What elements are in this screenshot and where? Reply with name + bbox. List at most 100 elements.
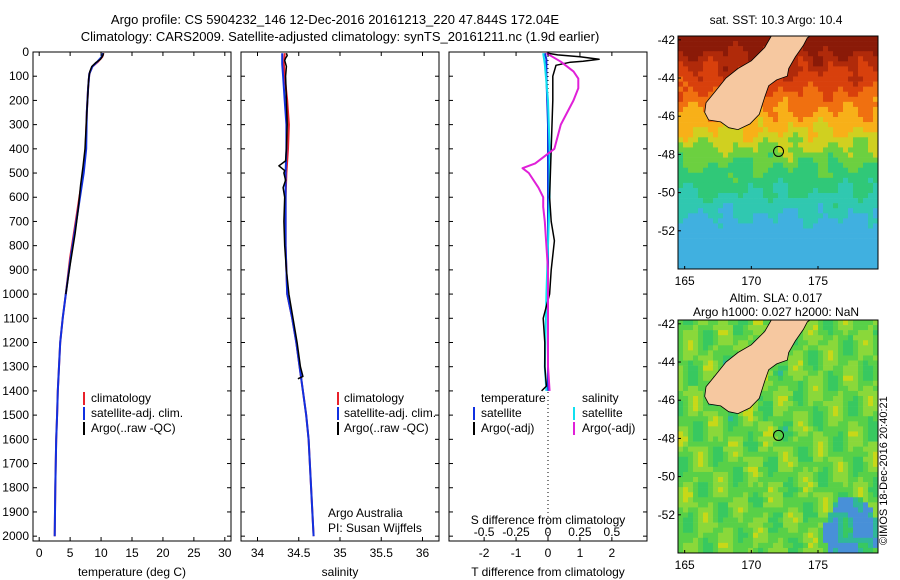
map-cell xyxy=(853,253,859,260)
map-cell xyxy=(873,66,879,72)
map-cell xyxy=(708,258,714,265)
map-cell xyxy=(823,446,829,452)
map-cell xyxy=(738,477,744,483)
map-cell xyxy=(718,416,724,422)
map-cell xyxy=(738,182,744,189)
map-cell xyxy=(873,385,879,392)
map-cell xyxy=(798,522,804,528)
map-cell xyxy=(838,71,844,77)
map-cell xyxy=(698,507,704,513)
map-cell xyxy=(773,517,779,523)
map-cell xyxy=(873,325,879,331)
map-cell xyxy=(828,502,834,508)
map-cell xyxy=(848,208,854,214)
map-cell xyxy=(863,76,869,82)
map-cell xyxy=(693,426,699,432)
map-cell xyxy=(798,542,804,549)
map-cell xyxy=(843,542,849,549)
map-cell xyxy=(868,162,874,168)
map-cell xyxy=(853,127,859,133)
map-cell xyxy=(733,238,739,244)
map-cell xyxy=(793,406,799,412)
map-cell xyxy=(728,228,734,234)
map-cell xyxy=(803,96,809,103)
map-cell xyxy=(818,117,824,123)
map-cell xyxy=(838,441,844,447)
map-cell xyxy=(858,330,864,336)
map-cell xyxy=(733,482,739,488)
map-cell xyxy=(733,335,739,341)
map-cell xyxy=(813,51,819,57)
map-cell xyxy=(743,213,749,219)
map-cell xyxy=(813,542,819,549)
map-cell xyxy=(748,142,754,148)
map-cell xyxy=(833,41,839,47)
map-cell xyxy=(758,537,764,544)
map-cell xyxy=(733,233,739,239)
map-cell xyxy=(778,482,784,488)
map-cell xyxy=(693,375,699,382)
map-cell xyxy=(798,471,804,478)
map-cell xyxy=(813,46,819,52)
map-cell xyxy=(743,147,749,153)
map-cell xyxy=(808,451,814,458)
map-cell xyxy=(678,421,684,427)
map-cell xyxy=(763,390,769,397)
map-cell xyxy=(868,253,874,260)
map-cell xyxy=(698,193,704,199)
map-cell xyxy=(788,263,794,270)
map-cell xyxy=(873,91,879,98)
map-cell xyxy=(838,431,844,437)
map-cell xyxy=(803,253,809,260)
map-cell xyxy=(838,436,844,442)
map-cell xyxy=(848,522,854,528)
map-cell xyxy=(848,213,854,219)
map-cell xyxy=(678,355,684,361)
map-cell xyxy=(738,223,744,229)
map-cell xyxy=(788,441,794,447)
map-cell xyxy=(853,86,859,93)
map-cell xyxy=(683,451,689,458)
map-cell xyxy=(803,193,809,199)
map-cell xyxy=(868,385,874,392)
map-cell xyxy=(853,456,859,463)
map-cell xyxy=(703,482,709,488)
map-cell xyxy=(828,81,834,87)
map-cell xyxy=(718,325,724,331)
map-cell xyxy=(698,132,704,138)
map-cell xyxy=(838,91,844,98)
map-cell xyxy=(828,325,834,331)
map-cell xyxy=(723,411,729,417)
map-cell xyxy=(683,228,689,234)
map-cell xyxy=(738,320,744,326)
map-cell xyxy=(808,81,814,87)
map-cell xyxy=(708,421,714,427)
map-cell xyxy=(803,81,809,87)
map-cell xyxy=(773,451,779,458)
map-cell xyxy=(703,152,709,158)
map-cell xyxy=(758,167,764,174)
map-cell xyxy=(813,223,819,229)
map-cell xyxy=(813,122,819,128)
map-cell xyxy=(868,213,874,219)
map-cell xyxy=(858,182,864,189)
map-cell xyxy=(858,325,864,331)
map-cell xyxy=(703,492,709,498)
map-cell xyxy=(833,411,839,417)
map-cell xyxy=(758,263,764,270)
map-cell xyxy=(793,365,799,371)
map-cell xyxy=(718,203,724,209)
map-cell xyxy=(683,233,689,239)
map-cell xyxy=(708,76,714,82)
map-cell xyxy=(723,421,729,427)
map-cell xyxy=(838,86,844,93)
map-cell xyxy=(858,380,864,387)
map-cell xyxy=(708,233,714,239)
map-cell xyxy=(763,471,769,478)
map-cell xyxy=(708,507,714,513)
map-cell xyxy=(808,456,814,463)
map-cell xyxy=(798,360,804,366)
map-cell xyxy=(868,325,874,331)
map-cell xyxy=(713,461,719,468)
y-tick-label: 1000 xyxy=(2,287,29,301)
